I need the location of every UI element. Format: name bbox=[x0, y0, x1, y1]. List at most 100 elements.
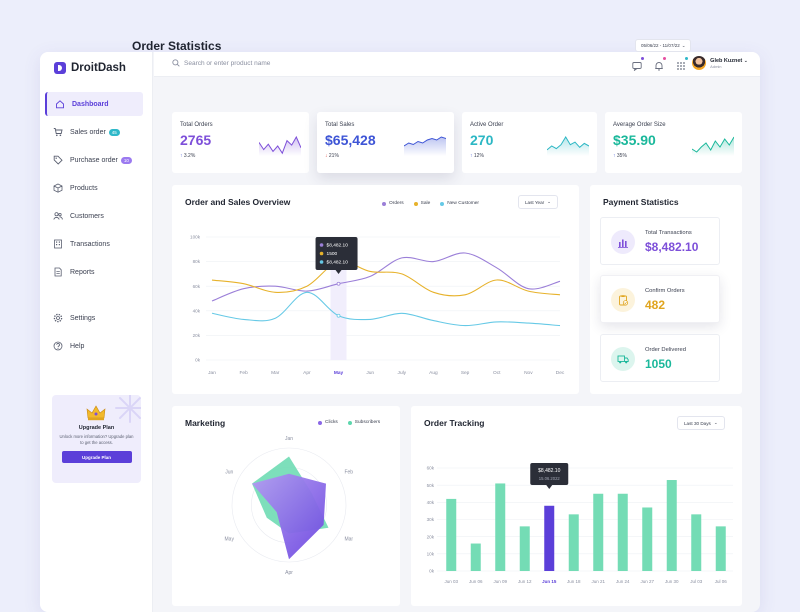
payment-label: Order Delivered bbox=[645, 347, 686, 353]
user-menu[interactable]: Gleb Kuznet ⌄ Admin bbox=[692, 56, 748, 70]
stat-delta: ↑ 35% bbox=[613, 153, 627, 159]
x-tick-label: Nov bbox=[524, 370, 533, 376]
chevron-down-icon: ⌄ bbox=[681, 42, 686, 48]
bar bbox=[593, 493, 604, 571]
y-tick-label: 60k bbox=[193, 284, 201, 289]
chevron-down-icon: ⌄ bbox=[713, 420, 718, 425]
stat-label: Average Order Size bbox=[613, 122, 666, 128]
payment-item-total-transactions[interactable]: Total Transactions $8,482.10 bbox=[600, 217, 720, 265]
search-icon bbox=[172, 59, 180, 67]
sidebar-item-help[interactable]: Help bbox=[45, 334, 143, 358]
box-icon bbox=[53, 183, 63, 193]
sidebar-item-customers[interactable]: Customers bbox=[45, 204, 143, 228]
sidebar-item-transactions[interactable]: Transactions bbox=[45, 232, 143, 256]
x-tick-label: Jan bbox=[208, 370, 216, 376]
legend-swatch bbox=[440, 201, 445, 206]
user-name: Gleb Kuznet ⌄ bbox=[710, 57, 748, 64]
stat-card-active-order[interactable]: Active Order 270 ↑ 12% bbox=[462, 112, 597, 173]
avatar bbox=[692, 56, 707, 70]
x-tick-label: Jun 18 bbox=[567, 579, 581, 584]
stat-label: Total Sales bbox=[325, 122, 355, 128]
x-tick-label: Jun 03 bbox=[444, 579, 458, 584]
y-tick-label: 50k bbox=[427, 483, 435, 488]
legend-label: Clicks bbox=[325, 420, 338, 425]
stat-card-total-orders[interactable]: Total Orders 2765 ↑ 3.2% bbox=[172, 112, 309, 173]
sidebar-item-reports[interactable]: Reports bbox=[45, 260, 143, 284]
radar-grid-ring bbox=[231, 447, 347, 563]
marketing-legend: Clicks Subscribers bbox=[318, 420, 380, 425]
x-tick-label: Jun 21 bbox=[591, 579, 605, 584]
tooltip-value: $8,482.10 bbox=[538, 468, 560, 474]
bar bbox=[715, 526, 726, 571]
y-tick-label: 0k bbox=[429, 569, 435, 574]
tracking-filter-dropdown[interactable]: Last 30 Days ⌄ bbox=[677, 416, 725, 430]
stat-value: $35.90 bbox=[613, 132, 656, 148]
overview-legend: Orders Sale New Customer bbox=[382, 201, 479, 206]
chat-icon[interactable] bbox=[632, 56, 645, 72]
bar bbox=[544, 505, 555, 571]
payment-item-confirm-orders[interactable]: Confirm Orders 482 bbox=[600, 275, 720, 323]
x-tick-label: Jun 24 bbox=[616, 579, 630, 584]
sidebar-item-purchase-order[interactable]: Purchase order 10 bbox=[45, 148, 143, 172]
stat-card-total-sales[interactable]: Total Sales $65,428 ↓ 21% bbox=[317, 112, 454, 173]
sidebar-item-settings[interactable]: Settings bbox=[45, 306, 143, 330]
upgrade-title: Upgrade Plan bbox=[78, 425, 115, 431]
stat-delta: ↑ 3.2% bbox=[180, 153, 196, 159]
cart-icon bbox=[53, 127, 63, 137]
bell-icon[interactable] bbox=[654, 56, 667, 71]
x-tick-label: Mar bbox=[271, 370, 280, 376]
stat-delta: ↓ 21% bbox=[325, 153, 339, 159]
tag-icon bbox=[53, 155, 63, 165]
payment-card: Payment Statistics Total Transactions $8,… bbox=[590, 185, 742, 394]
legend-item[interactable]: New Customer bbox=[440, 201, 479, 206]
tracking-title: Order Tracking bbox=[424, 418, 485, 428]
legend-item[interactable]: Orders bbox=[382, 201, 404, 206]
bar bbox=[691, 514, 702, 571]
topbar-icons bbox=[632, 56, 689, 72]
radar-axis-label: Apr bbox=[285, 570, 293, 576]
search-input[interactable] bbox=[184, 59, 384, 67]
stat-sparkline bbox=[259, 135, 301, 156]
sidebar-item-badge: 10 bbox=[120, 156, 132, 164]
radar-axis-label: Jun bbox=[225, 469, 233, 475]
y-tick-label: 40k bbox=[193, 308, 201, 313]
sidebar-item-dashboard[interactable]: Dashboard bbox=[45, 92, 143, 116]
apps-grid-icon[interactable] bbox=[676, 56, 689, 70]
marketing-card: Marketing Clicks Subscribers Jan Feb Mar Apr… bbox=[172, 406, 400, 606]
users-icon bbox=[53, 211, 63, 221]
legend-label: Sale bbox=[420, 201, 431, 206]
sidebar-item-label: Dashboard bbox=[72, 100, 109, 108]
bar bbox=[519, 526, 530, 571]
legend-item[interactable]: Sale bbox=[413, 201, 431, 206]
x-tick-label: Oct bbox=[493, 370, 501, 376]
bar bbox=[495, 483, 506, 571]
date-range-picker[interactable]: 05/06/22 - 11/07/22 ⌄ bbox=[635, 39, 692, 52]
sidebar-item-products[interactable]: Products bbox=[45, 176, 143, 200]
y-tick-label: 10k bbox=[427, 551, 435, 556]
sparkline-area bbox=[404, 137, 446, 156]
sidebar-item-sales-order[interactable]: Sales order 45 bbox=[45, 120, 143, 144]
bar bbox=[446, 498, 457, 571]
sidebar-nav: Dashboard Sales order 45 Purchase order 10 Pr… bbox=[45, 92, 143, 362]
y-tick-label: 30k bbox=[427, 517, 435, 522]
legend-item[interactable]: Subscribers bbox=[347, 420, 380, 425]
sparkline-line bbox=[259, 135, 301, 155]
x-tick-label: Jun 06 bbox=[469, 579, 483, 584]
radar-axis-label: Mar bbox=[344, 536, 353, 542]
home-icon bbox=[55, 99, 65, 109]
x-tick-label: Jul 06 bbox=[715, 579, 728, 584]
brand[interactable]: DroitDash bbox=[54, 62, 126, 74]
bar bbox=[617, 493, 628, 571]
series-line-orders bbox=[211, 252, 561, 302]
marketing-radar-chart: Jan Feb Mar Apr May Jun bbox=[225, 436, 354, 576]
overview-filter-dropdown[interactable]: Last Year ⌄ bbox=[518, 195, 559, 209]
series-line-new-customer bbox=[211, 291, 561, 327]
stat-card-average-order-size[interactable]: Average Order Size $35.90 ↑ 35% bbox=[605, 112, 742, 173]
stat-label: Active Order bbox=[470, 122, 504, 128]
payment-item-order-delivered[interactable]: Order Delivered 1050 bbox=[600, 334, 720, 382]
y-tick-label: 20k bbox=[193, 333, 201, 338]
y-tick-label: 20k bbox=[427, 534, 435, 539]
series-line-sale bbox=[211, 260, 561, 297]
legend-item[interactable]: Clicks bbox=[318, 420, 338, 425]
upgrade-plan-button[interactable]: Upgrade Plan bbox=[61, 451, 132, 463]
